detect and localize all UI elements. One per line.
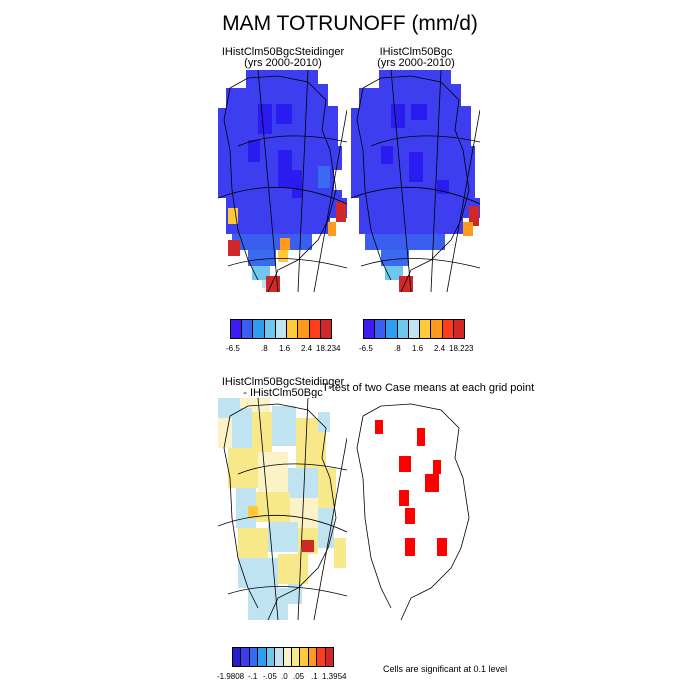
colorbar-swatch-6 — [283, 648, 292, 666]
colorbar-swatch-5 — [420, 320, 432, 338]
colorbar-ihist-label-0: -6.5 — [359, 344, 373, 353]
colorbar-steidinger-label-0: -6.5 — [226, 344, 240, 353]
coastline — [223, 403, 337, 620]
colorbar-swatch-3 — [264, 320, 276, 338]
colorbar-ihist-label-2: 1.6 — [412, 344, 424, 353]
map-panel-difference — [218, 398, 347, 620]
panel-2-title-line2: (yrs 2000-2010) — [377, 57, 455, 69]
map-panel-ttest — [351, 398, 480, 620]
colorbar-difference-label-1: -.1 — [248, 672, 258, 681]
panel-2-title: IHistClm50Bgc (yrs 2000-2010) — [346, 47, 486, 69]
colorbar-swatch-0 — [233, 648, 242, 666]
significant-cells — [375, 420, 447, 556]
panel-1-title-line2: (yrs 2000-2010) — [244, 57, 322, 69]
diff-title-line2: - IHistClm50Bgc — [243, 387, 323, 399]
colorbar-swatch-0 — [231, 320, 243, 338]
colorbar-swatch-9 — [308, 648, 318, 666]
colorbar-swatch-7 — [291, 648, 301, 666]
colorbar-swatch-6 — [298, 320, 310, 338]
colorbar-swatch-8 — [300, 648, 309, 666]
colorbar-swatch-7 — [309, 320, 321, 338]
colorbar-swatch-1 — [241, 648, 250, 666]
colorbar-swatch-1 — [242, 320, 254, 338]
runoff-cells — [351, 70, 480, 292]
colorbar-swatch-5 — [275, 648, 284, 666]
panel-1-title-line1: IHistClm50BgcSteidinger — [221, 46, 345, 58]
colorbar-swatch-6 — [431, 320, 443, 338]
colorbar-swatch-11 — [325, 648, 334, 666]
map-panel-steidinger — [218, 70, 347, 292]
colorbar-steidinger-label-1: .8 — [261, 344, 268, 353]
colorbar-ihist-label-4: 18.223 — [449, 344, 474, 353]
colorbar-swatch-8 — [453, 320, 464, 338]
colorbar-ihist-label-1: .8 — [394, 344, 401, 353]
colorbar-swatch-10 — [317, 648, 326, 666]
colorbar-difference-label-6: 1.3954 — [322, 672, 347, 681]
runoff-cells — [218, 70, 347, 292]
colorbar-ihist — [363, 319, 465, 339]
graticule — [218, 70, 347, 292]
colorbar-steidinger-label-4: 18.234 — [316, 344, 341, 353]
colorbar-difference-label-5: .1 — [311, 672, 318, 681]
colorbar-swatch-2 — [249, 648, 259, 666]
colorbar-swatch-3 — [397, 320, 409, 338]
colorbar-swatch-5 — [287, 320, 299, 338]
panel-2-title-line1: IHistClm50Bgc — [379, 46, 453, 58]
colorbar-swatch-2 — [386, 320, 398, 338]
figure-title: MAM TOTRUNOFF (mm/d) — [222, 12, 478, 35]
colorbar-swatch-8 — [320, 320, 331, 338]
colorbar-steidinger — [230, 319, 332, 339]
map-panel-ihist — [351, 70, 480, 292]
colorbar-swatch-4 — [275, 320, 288, 338]
coastline — [223, 75, 337, 292]
ttest-panel-title: T-test of two Case means at each grid po… — [322, 382, 535, 394]
diff-title-line1: IHistClm50BgcSteidinger — [221, 376, 345, 388]
coastline — [356, 403, 470, 620]
graticule — [218, 398, 347, 620]
colorbar-steidinger-label-3: 2.4 — [301, 344, 313, 353]
colorbar-difference-label-3: .0 — [281, 672, 288, 681]
colorbar-swatch-1 — [375, 320, 387, 338]
difference-cells — [218, 398, 346, 620]
diff-panel-title: IHistClm50BgcSteidinger - IHistClm50Bgc — [213, 377, 353, 399]
colorbar-difference — [232, 647, 334, 667]
colorbar-swatch-3 — [258, 648, 267, 666]
colorbar-ihist-label-3: 2.4 — [434, 344, 446, 353]
colorbar-difference-label-0: -1.9808 — [217, 672, 245, 681]
colorbar-swatch-0 — [364, 320, 376, 338]
colorbar-difference-label-2: -.05 — [263, 672, 277, 681]
colorbar-swatch-7 — [442, 320, 454, 338]
colorbar-swatch-4 — [408, 320, 421, 338]
colorbar-swatch-4 — [266, 648, 276, 666]
significance-note: Cells are significant at 0.1 level — [383, 664, 508, 674]
colorbar-swatch-2 — [253, 320, 265, 338]
colorbar-difference-label-4: .05 — [293, 672, 305, 681]
panel-1-title: IHistClm50BgcSteidinger (yrs 2000-2010) — [213, 47, 353, 69]
coastline — [356, 75, 470, 292]
colorbar-steidinger-label-2: 1.6 — [279, 344, 291, 353]
